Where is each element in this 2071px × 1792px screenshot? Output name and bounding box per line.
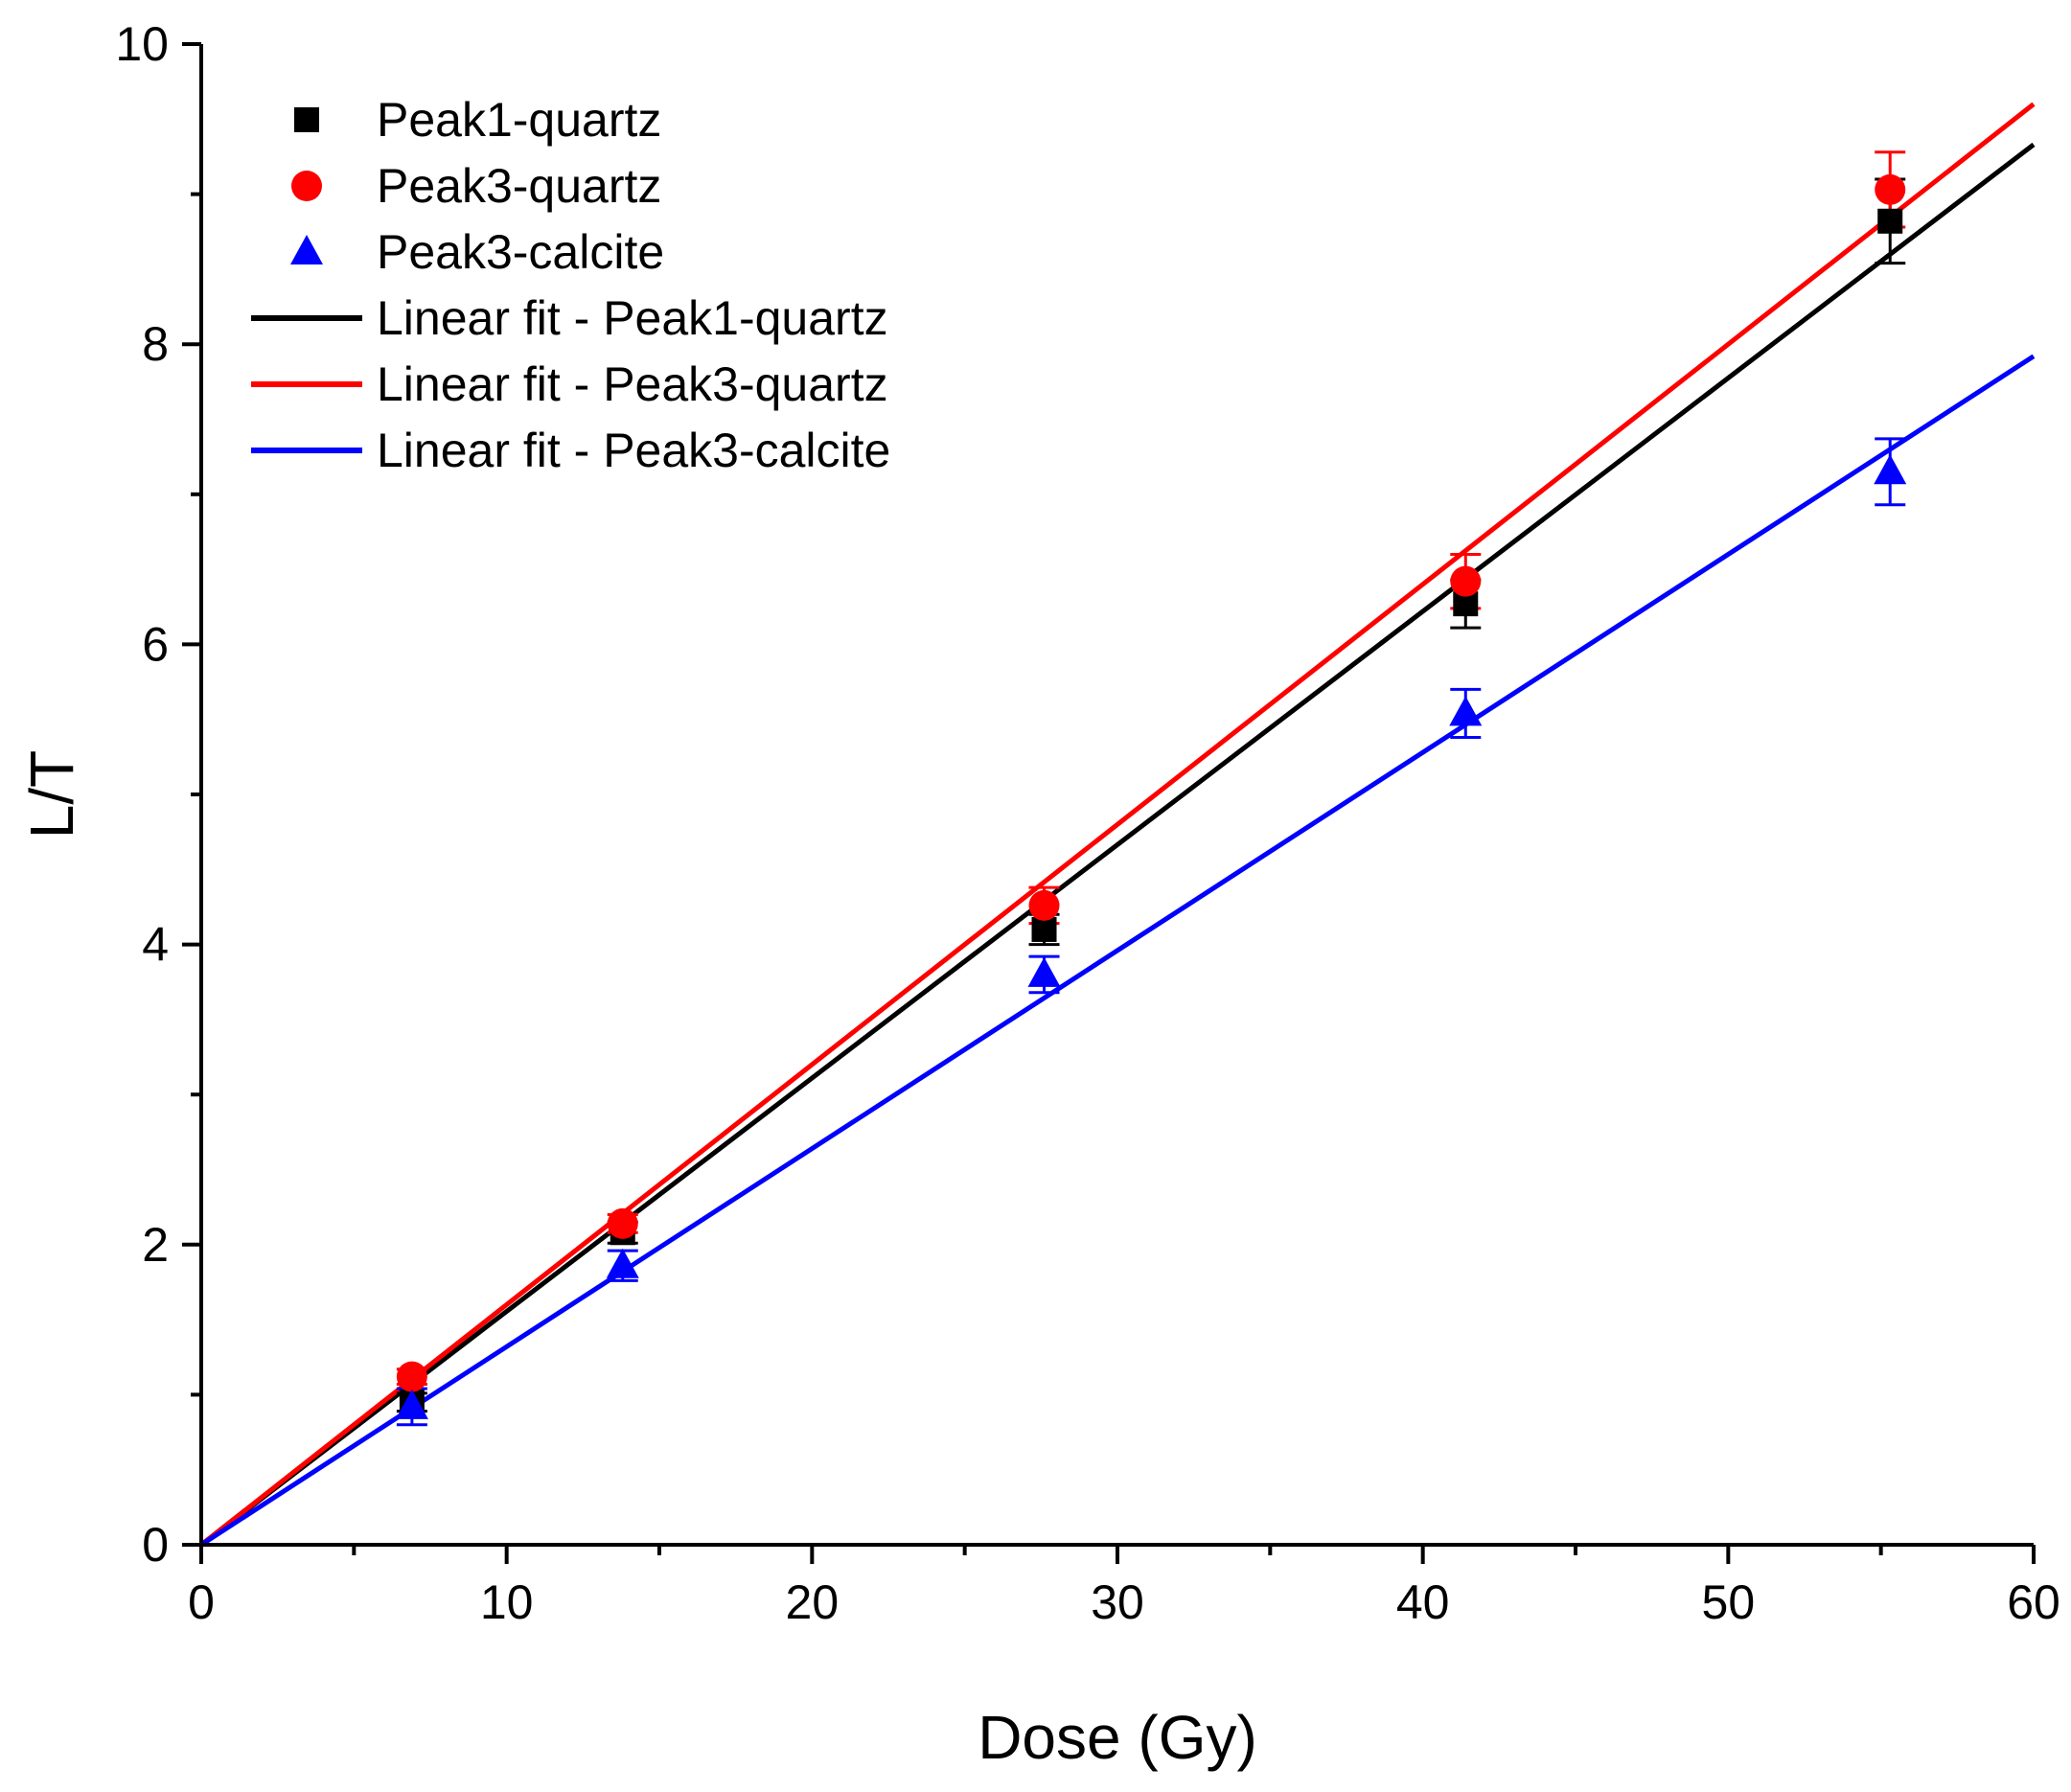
- x-tick-label: 50: [1702, 1575, 1756, 1629]
- data-point-series-2: [1028, 889, 1060, 921]
- legend-label: Peak1-quartz: [377, 93, 661, 147]
- y-axis-title: L/T: [17, 750, 86, 839]
- data-markers: [395, 173, 1907, 1419]
- y-tick-label: 10: [115, 17, 169, 71]
- legend-item: Linear fit - Peak1-quartz: [251, 291, 888, 345]
- y-tick-label: 0: [142, 1518, 169, 1572]
- y-tick-label: 4: [142, 918, 169, 972]
- y-tick-label: 8: [142, 317, 169, 371]
- data-point-series-2: [1875, 173, 1906, 205]
- fit-line-1: [199, 142, 2036, 1547]
- legend-symbol: [290, 235, 323, 264]
- x-tick-label: 60: [2007, 1575, 2060, 1629]
- data-point-series-2: [1450, 565, 1482, 597]
- data-point-series-1: [1877, 208, 1903, 234]
- legend-label: Peak3-quartz: [377, 159, 661, 213]
- data-point-series-3: [1874, 454, 1907, 485]
- legend-item: Peak3-calcite: [290, 225, 664, 279]
- x-axis-title: Dose (Gy): [978, 1703, 1257, 1772]
- legend-label: Linear fit - Peak1-quartz: [377, 291, 888, 345]
- data-point-series-1: [1031, 916, 1057, 942]
- data-point-series-3: [606, 1248, 639, 1278]
- data-point-series-3: [1027, 956, 1061, 987]
- fit-line-3: [199, 354, 2036, 1548]
- legend: Peak1-quartz Peak3-quartz Peak3-calcite Lin…: [251, 93, 890, 477]
- data-point-series-2: [607, 1207, 638, 1239]
- data-point-series-3: [1449, 696, 1483, 726]
- x-tick-label: 0: [188, 1575, 215, 1629]
- ticks: 0 10 20 30 40 50 60 0 2 4 6 8 10: [115, 17, 2059, 1629]
- data-point-series-3: [395, 1389, 428, 1419]
- legend-symbol: [291, 171, 322, 201]
- x-tick-label: 40: [1396, 1575, 1450, 1629]
- legend-item: Linear fit - Peak3-quartz: [251, 357, 888, 411]
- legend-label: Linear fit - Peak3-quartz: [377, 357, 888, 411]
- legend-label: Peak3-calcite: [377, 225, 664, 279]
- legend-item: Linear fit - Peak3-calcite: [251, 424, 890, 477]
- legend-item: Peak3-quartz: [291, 159, 661, 213]
- fit-lines: [199, 102, 2036, 1548]
- legend-item: Peak1-quartz: [294, 93, 661, 147]
- y-tick-label: 2: [142, 1218, 169, 1272]
- y-tick-label: 6: [142, 617, 169, 671]
- data-point-series-2: [396, 1361, 427, 1392]
- x-tick-label: 10: [480, 1575, 534, 1629]
- x-tick-label: 30: [1091, 1575, 1144, 1629]
- x-tick-label: 20: [786, 1575, 840, 1629]
- fit-line-2: [199, 102, 2036, 1547]
- legend-symbol: [294, 107, 319, 132]
- legend-label: Linear fit - Peak3-calcite: [377, 424, 890, 477]
